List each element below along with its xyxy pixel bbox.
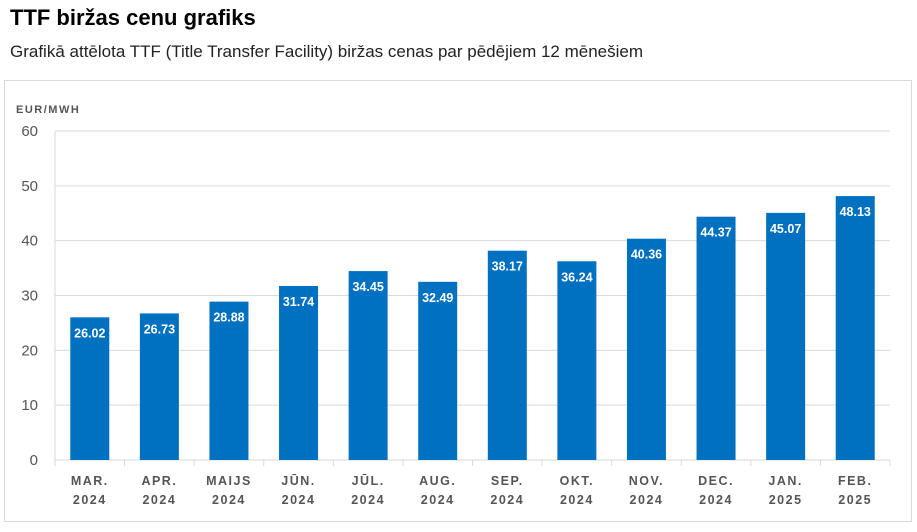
x-tick-label: JŪL. xyxy=(352,474,385,488)
data-label: 44.37 xyxy=(700,226,731,240)
chart-title: TTF biržas cenu grafiks xyxy=(10,5,256,30)
y-tick-label: 10 xyxy=(21,397,38,414)
x-tick-label: FEB. xyxy=(838,474,872,488)
data-label: 45.07 xyxy=(770,222,801,236)
y-axis-label: EUR/MWH xyxy=(16,104,80,116)
bar xyxy=(487,250,527,460)
bar xyxy=(139,313,179,460)
y-tick-label: 20 xyxy=(21,342,38,359)
y-tick-label: 30 xyxy=(21,288,38,305)
bar xyxy=(279,285,319,460)
y-tick-label: 60 xyxy=(21,123,38,140)
x-tick-label-year: 2024 xyxy=(142,493,176,507)
chart-subtitle: Grafikā attēlota TTF (Title Transfer Fac… xyxy=(10,42,644,61)
x-tick-label-year: 2024 xyxy=(699,493,733,507)
data-label: 34.45 xyxy=(352,280,383,294)
data-label: 36.24 xyxy=(561,270,592,284)
x-tick-label: SEP. xyxy=(491,474,524,488)
data-label: 48.13 xyxy=(840,205,871,219)
bars xyxy=(70,196,875,461)
y-tick-label: 0 xyxy=(30,452,38,469)
x-tick-label-year: 2024 xyxy=(212,493,246,507)
x-tick-label-year: 2024 xyxy=(560,493,594,507)
data-label: 31.74 xyxy=(283,295,314,309)
x-tick-label-year: 2024 xyxy=(73,493,107,507)
x-tick-label: MAR. xyxy=(71,474,109,488)
bar xyxy=(696,216,736,460)
x-tick-label: OKT. xyxy=(560,474,594,488)
bar xyxy=(418,281,458,460)
x-tick-label-year: 2024 xyxy=(421,493,455,507)
x-tick-label: JŪN. xyxy=(281,474,315,488)
data-label: 26.02 xyxy=(74,326,105,340)
data-label: 32.49 xyxy=(422,291,453,305)
y-tick-label: 40 xyxy=(21,233,38,250)
x-tick-label-year: 2025 xyxy=(769,493,803,507)
x-tick-label-year: 2025 xyxy=(838,493,872,507)
labels: 0 10 20 30 40 50 60 EUR/MWH 26.02 MAR. 2024 26.73 AP… xyxy=(16,104,872,507)
bar xyxy=(766,212,806,460)
y-tick-label: 50 xyxy=(21,178,38,195)
data-label: 26.73 xyxy=(144,322,175,336)
x-tick-label: DEC. xyxy=(698,474,734,488)
x-tick-label: AUG. xyxy=(419,474,456,488)
x-tick-label-year: 2024 xyxy=(630,493,664,507)
x-tick-label: JAN. xyxy=(768,474,802,488)
x-tick-label: NOV. xyxy=(629,474,664,488)
bar xyxy=(626,238,666,460)
x-tick-label-year: 2024 xyxy=(490,493,524,507)
x-tick-label-year: 2024 xyxy=(351,493,385,507)
bar xyxy=(348,271,388,460)
bar xyxy=(70,317,110,460)
data-label: 28.88 xyxy=(213,311,244,325)
x-tick-label: MAIJS xyxy=(206,474,252,488)
chart-frame xyxy=(4,80,912,522)
x-tick-label-year: 2024 xyxy=(282,493,316,507)
data-label: 40.36 xyxy=(631,248,662,262)
data-label: 38.17 xyxy=(492,260,523,274)
bar xyxy=(835,196,875,461)
x-tick-label: APR. xyxy=(141,474,177,488)
bar xyxy=(557,261,597,460)
bar xyxy=(209,301,249,460)
gridlines xyxy=(54,130,891,466)
